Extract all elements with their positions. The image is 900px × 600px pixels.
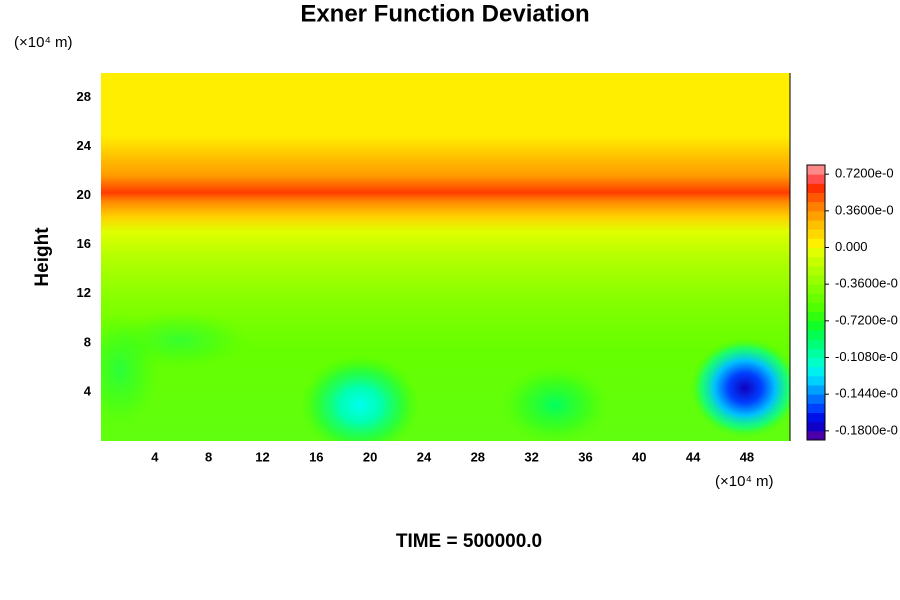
contour-field <box>101 73 790 441</box>
colorbar-band <box>807 403 825 413</box>
x-tick-label: 44 <box>686 449 701 464</box>
colorbar-band <box>807 183 825 193</box>
x-tick-label: 36 <box>578 449 592 464</box>
y-tick-label: 8 <box>84 334 91 349</box>
x-unit: (×10⁴ m) <box>715 473 774 490</box>
x-tick-label: 16 <box>309 449 323 464</box>
colorbar-label: -0.1440e-0 <box>835 386 898 401</box>
colorbar-band <box>807 430 825 441</box>
colorbar-band <box>807 348 825 358</box>
colorbar-band <box>807 366 825 377</box>
colorbar-band <box>807 375 825 386</box>
x-tick-label: 8 <box>205 449 212 464</box>
colorbar-band <box>807 210 825 221</box>
x-tick-label: 20 <box>363 449 377 464</box>
colorbar-band <box>807 302 825 313</box>
colorbar-band <box>807 275 825 285</box>
colorbar-band <box>807 293 825 303</box>
x-tick-label: 48 <box>740 449 754 464</box>
colorbar-label: -0.7200e-0 <box>835 312 898 327</box>
colorbar-band <box>807 284 825 294</box>
x-tick-label: 24 <box>417 449 432 464</box>
colorbar-band <box>807 421 825 432</box>
colorbar-band <box>807 357 825 368</box>
y-unit: (×10⁴ m) <box>14 34 73 51</box>
colorbar-label: -0.1080e-0 <box>835 349 898 364</box>
colorbar-band <box>807 385 825 395</box>
colorbar-label: -0.1800e-0 <box>835 422 898 437</box>
colorbar-label: 0.000 <box>835 239 868 254</box>
colorbar-band <box>807 339 825 349</box>
colorbar-band <box>807 265 825 276</box>
colorbar-band <box>807 247 825 258</box>
y-tick-label: 24 <box>77 138 92 153</box>
colorbar-label: -0.3600e-0 <box>835 276 898 291</box>
x-tick-label: 40 <box>632 449 646 464</box>
colorbar-band <box>807 238 825 248</box>
x-tick-label: 4 <box>151 449 159 464</box>
colorbar-label: 0.3600e-0 <box>835 202 894 217</box>
colorbar-band <box>807 174 825 184</box>
time-label: TIME = 500000.0 <box>396 531 542 552</box>
colorbar-band <box>807 220 825 230</box>
colorbar-band <box>807 394 825 404</box>
colorbar-band <box>807 201 825 212</box>
colorbar-band <box>807 412 825 423</box>
colorbar-band <box>807 229 825 239</box>
colorbar-band <box>807 165 825 175</box>
colorbar-band <box>807 192 825 203</box>
colorbar-band <box>807 256 825 267</box>
colorbar-band <box>807 311 825 322</box>
chart-title: Exner Function Deviation <box>300 0 589 27</box>
colorbar-band <box>807 330 825 340</box>
y-axis-label: Height <box>32 227 53 287</box>
x-tick-label: 28 <box>471 449 485 464</box>
y-tick-label: 12 <box>77 285 91 300</box>
y-tick-label: 20 <box>77 187 91 202</box>
y-tick-label: 28 <box>77 89 91 104</box>
x-tick-label: 32 <box>524 449 538 464</box>
colorbar-frame <box>806 164 826 441</box>
colorbar-label: 0.7200e-0 <box>835 166 894 181</box>
y-tick-label: 16 <box>77 236 91 251</box>
y-tick-label: 4 <box>84 383 92 398</box>
x-tick-label: 12 <box>255 449 269 464</box>
colorbar-band <box>807 320 825 331</box>
